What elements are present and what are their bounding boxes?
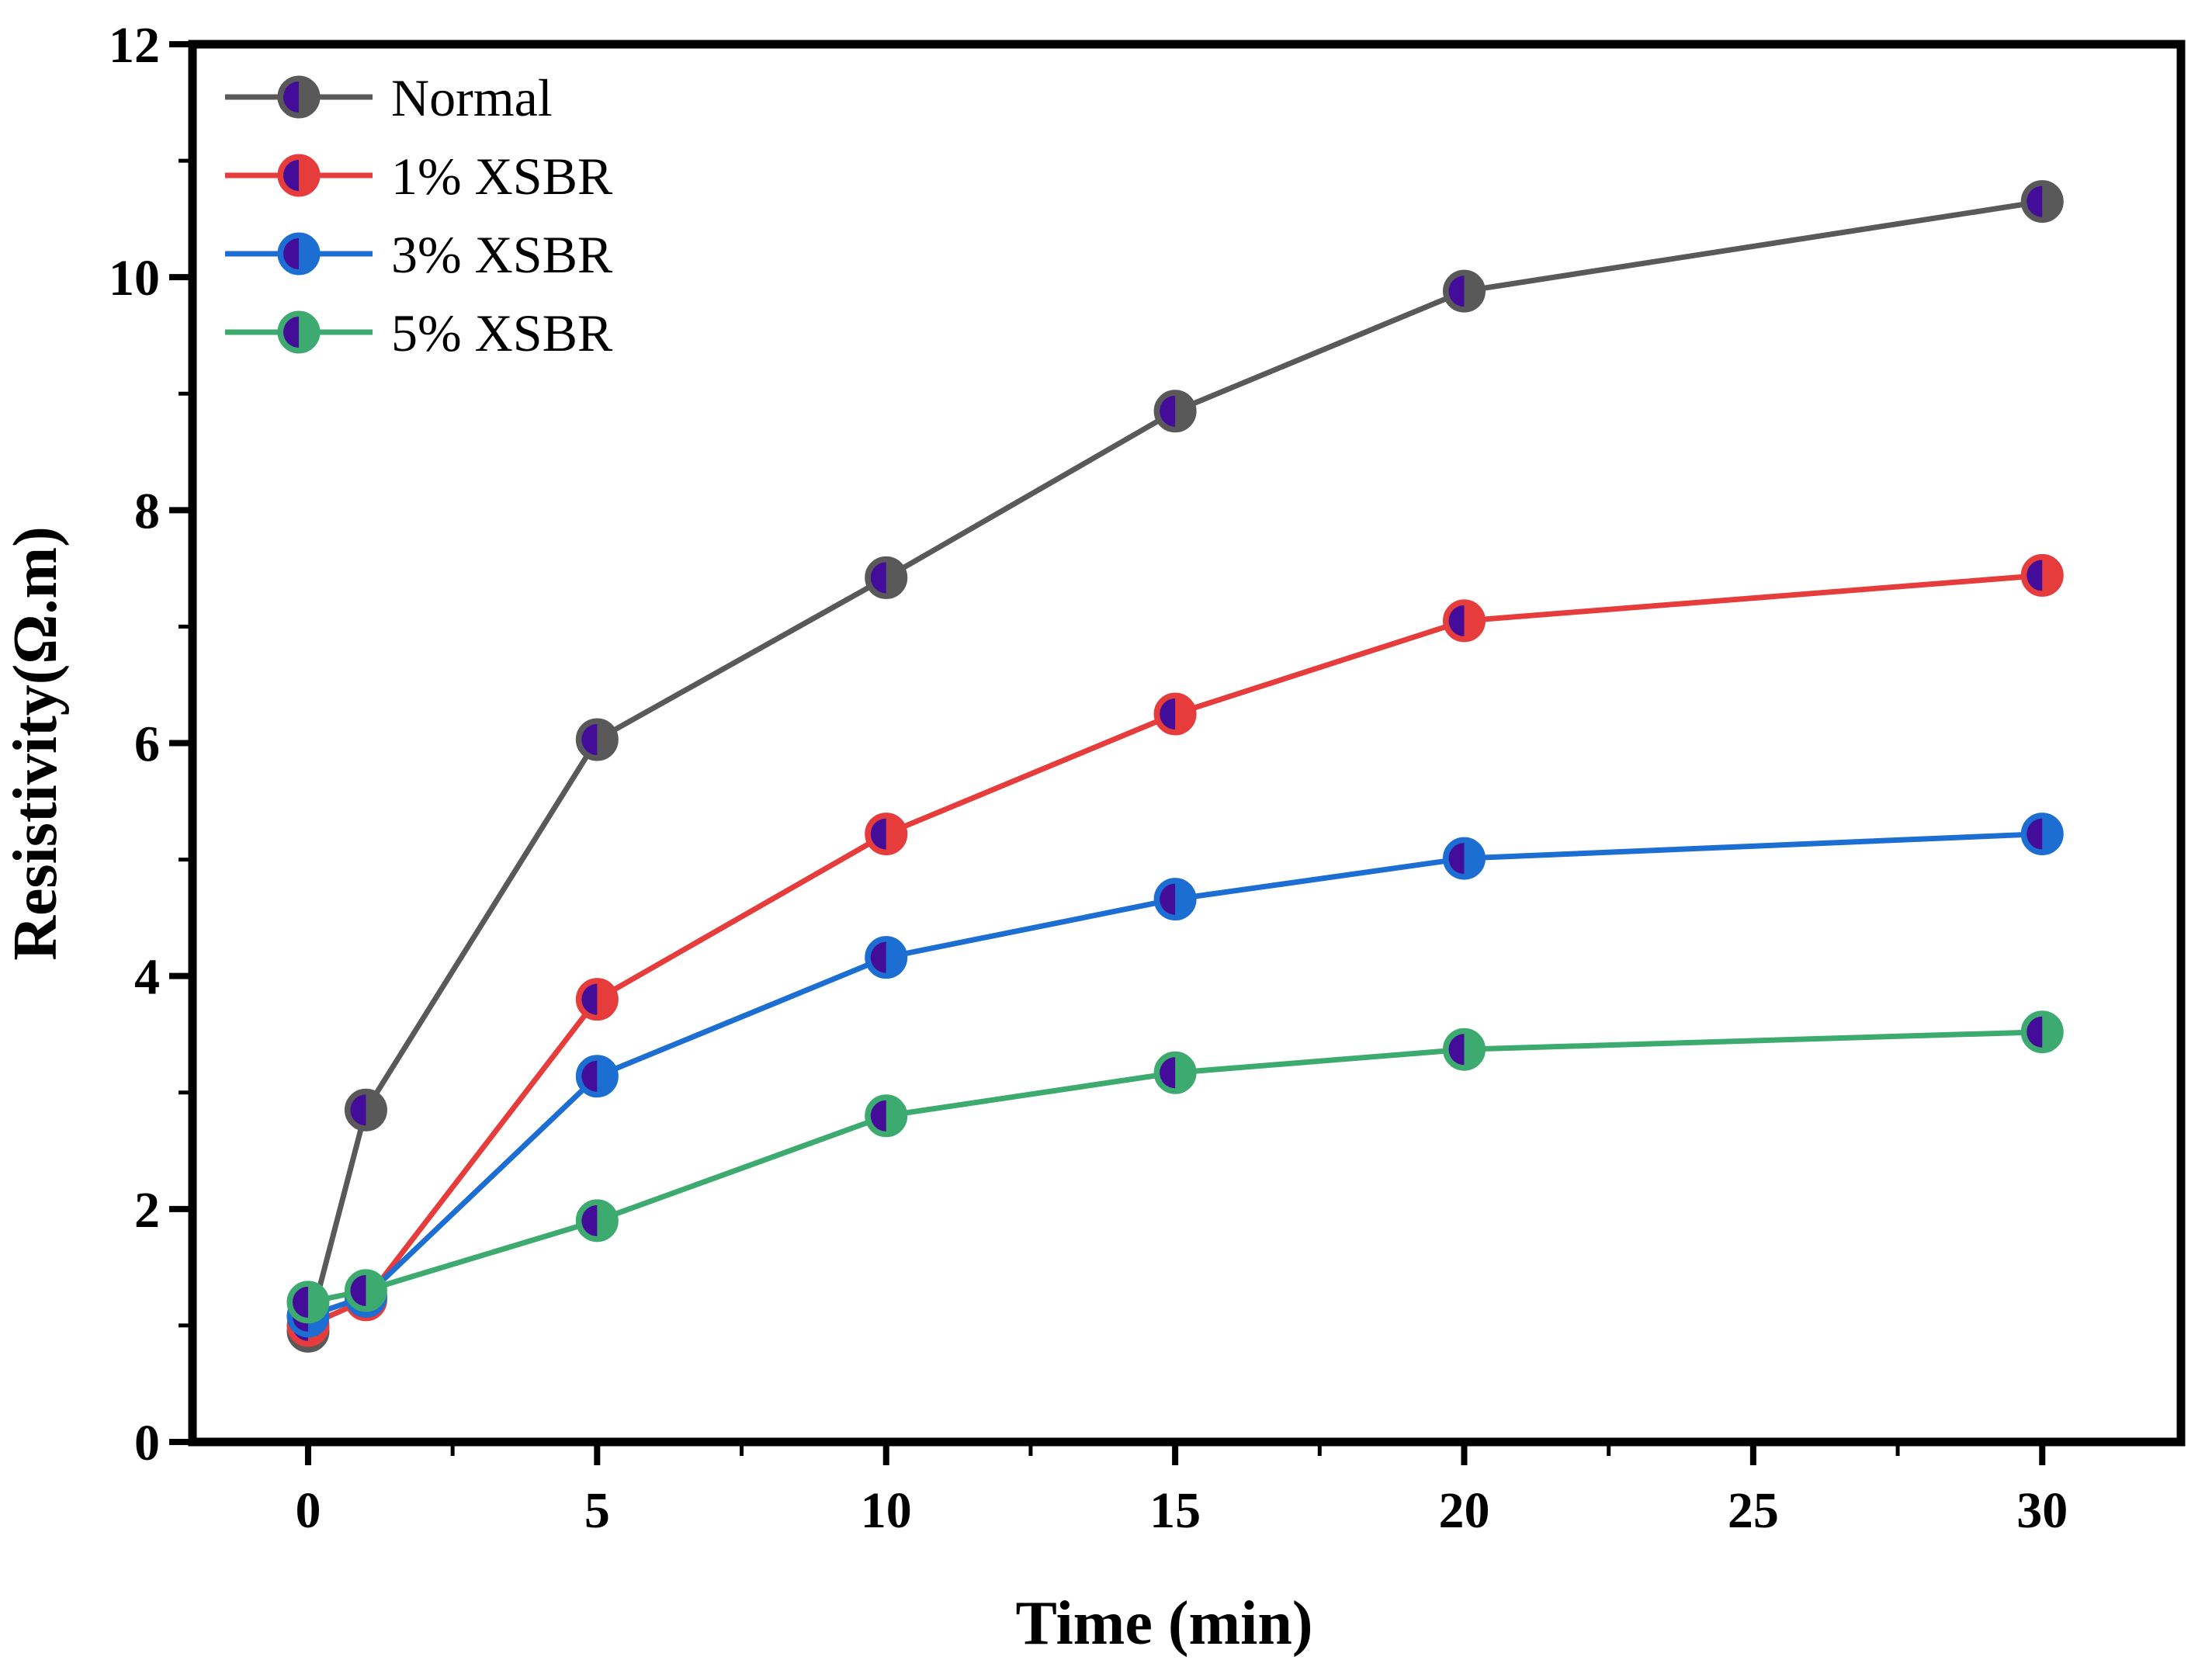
data-point <box>575 1055 619 1098</box>
x-tick-label: 5 <box>584 1482 610 1539</box>
legend-item-normal: Normal <box>225 68 553 127</box>
plot-frame <box>188 40 2186 1447</box>
data-point <box>575 1199 619 1243</box>
data-point <box>1153 878 1197 921</box>
legend-item-3-xsbr: 3% XSBR <box>225 225 613 284</box>
data-point <box>1442 269 1486 313</box>
x-tick-label: 25 <box>1728 1482 1779 1539</box>
legend-item-5-xsbr: 5% XSBR <box>225 303 613 362</box>
data-point <box>865 936 908 979</box>
data-point <box>2020 553 2064 597</box>
y-tick-label: 6 <box>134 716 160 773</box>
legend-label: 3% XSBR <box>391 225 613 284</box>
y-tick-label: 10 <box>109 250 160 307</box>
x-tick-label: 10 <box>861 1482 912 1539</box>
x-axis-title: Time (min) <box>1016 1589 1313 1658</box>
y-tick-label: 0 <box>134 1415 160 1471</box>
data-point <box>286 1281 330 1324</box>
legend-marker <box>277 154 321 197</box>
data-point <box>1153 1051 1197 1094</box>
series-line <box>305 199 2043 1333</box>
data-point <box>344 1088 387 1132</box>
data-point <box>575 978 619 1021</box>
axis-ticks: 0 5 10 15 20 25 30 0 2 4 6 8 10 12 <box>109 17 2068 1539</box>
series-5-xsbr <box>286 1010 2064 1324</box>
data-point <box>865 1094 908 1138</box>
legend: Normal 1% XSBR 3% XSBR 5% XSBR <box>225 68 613 362</box>
legend-label: Normal <box>391 68 553 127</box>
data-point <box>2020 180 2064 224</box>
series-line <box>307 572 2043 1329</box>
x-tick-label: 30 <box>2016 1482 2068 1539</box>
y-tick-label: 4 <box>134 949 160 1006</box>
data-point <box>1442 837 1486 880</box>
legend-label: 5% XSBR <box>391 303 613 362</box>
x-tick-label: 15 <box>1149 1482 1201 1539</box>
y-axis-title: Resistivity(Ω.m) <box>2 526 70 961</box>
data-point <box>2020 1010 2064 1054</box>
legend-marker <box>277 310 321 354</box>
y-tick-label: 8 <box>134 483 160 539</box>
legend-label: 1% XSBR <box>391 147 613 206</box>
data-point <box>1442 1028 1486 1071</box>
data-point <box>575 718 619 761</box>
series-1-xsbr <box>286 553 2064 1347</box>
data-point <box>1442 599 1486 643</box>
legend-marker <box>277 75 321 119</box>
data-point <box>344 1269 387 1312</box>
y-tick-label: 2 <box>134 1182 160 1239</box>
y-tick-label: 12 <box>109 17 160 74</box>
data-point <box>865 813 908 856</box>
data-point <box>2020 813 2064 856</box>
data-point <box>1153 390 1197 433</box>
data-point <box>1153 692 1197 736</box>
legend-item-1-xsbr: 1% XSBR <box>225 147 613 206</box>
data-point <box>865 556 908 599</box>
x-tick-label: 20 <box>1438 1482 1489 1539</box>
x-tick-label: 0 <box>295 1482 321 1539</box>
legend-marker <box>277 232 321 276</box>
